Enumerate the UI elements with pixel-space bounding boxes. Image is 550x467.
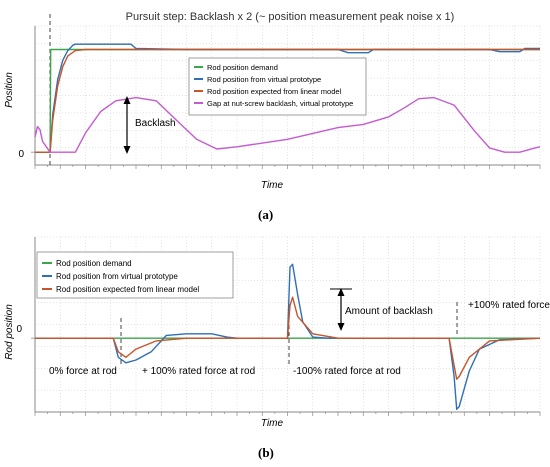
backlash-arrowhead-down [123, 146, 131, 154]
amount-arrowhead-up [337, 288, 345, 296]
caption-a-text: (a) [258, 207, 274, 222]
caption-a: (a) [258, 207, 273, 223]
chart-b-ytick-0: 0 [16, 324, 22, 335]
chart-a-title: Pursuit step: Backlash x 2 (~ position m… [126, 11, 455, 23]
legend-b-label-2: Rod position expected from linear model [56, 285, 199, 294]
legend-b-box [36, 251, 234, 299]
amount-label: Amount of backlash [345, 306, 433, 317]
chart-b: 0 Rod position Time Amount of backlash 0… [4, 236, 550, 429]
legend-a-label-1: Rod position from virtual prototype [207, 75, 321, 84]
chart-b-legend: Rod position demand Rod position from vi… [36, 251, 234, 299]
note-0pct: 0% force at rod [49, 366, 117, 377]
chart-a-ylabel: Position [4, 72, 15, 108]
chart-a-series [34, 43, 541, 153]
chart-b-x-ticks [31, 337, 541, 416]
chart-a: Pursuit step: Backlash x 2 (~ position m… [4, 11, 541, 191]
backlash-label: Backlash [135, 118, 176, 129]
legend-b-label-1: Rod position from virtual prototype [56, 272, 178, 281]
chart-a-ytick-0: 0 [18, 149, 24, 160]
legend-a-label-0: Rod position demand [207, 63, 278, 72]
chart-a-xlabel: Time [261, 180, 284, 191]
note-minus100: -100% rated force at rod [293, 366, 401, 377]
chart-a-legend: Rod position demand Rod position from vi… [188, 57, 367, 116]
chart-b-series [35, 263, 541, 411]
caption-b-text: (b) [258, 445, 274, 460]
legend-a-label-3: Gap at nut-screw backlash, virtual proto… [207, 99, 353, 108]
chart-b-series-2-line [35, 296, 541, 380]
chart-b-series-1-line [35, 263, 541, 411]
note-plus100: + 100% rated force at rod [142, 366, 255, 377]
backlash-arrowhead-up [123, 96, 131, 104]
note-plus100b: +100% rated force at rod [468, 300, 550, 311]
chart-a-series-3-line [34, 96, 541, 153]
chart-a-x-ticks [31, 151, 541, 169]
amount-arrowhead-down [337, 323, 345, 331]
chart-a-series-2-line [35, 48, 540, 153]
note-plus100b-text: +100% rated force at rod [468, 300, 550, 311]
caption-b: (b) [258, 445, 274, 461]
chart-b-ylabel: Rod position [4, 304, 15, 360]
chart-b-xlabel: Time [261, 418, 284, 429]
legend-a-box [188, 57, 367, 116]
legend-a-label-2: Rod position expected from linear model [207, 87, 342, 96]
legend-b-label-0: Rod position demand [56, 259, 132, 268]
